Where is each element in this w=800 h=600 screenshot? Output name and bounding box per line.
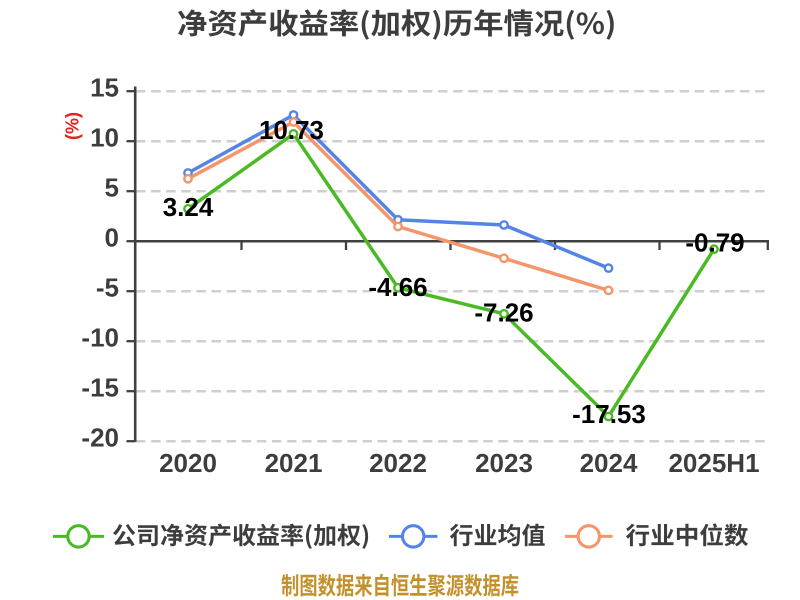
svg-text:-0.79: -0.79 [685,228,744,258]
svg-text:2025H1: 2025H1 [668,448,759,478]
svg-text:2020: 2020 [159,448,217,478]
svg-text:-4.66: -4.66 [368,272,427,302]
svg-text:2024: 2024 [580,448,638,478]
svg-text:10: 10 [90,123,119,153]
svg-text:2022: 2022 [369,448,427,478]
svg-text:-10: -10 [81,323,119,353]
svg-text:2023: 2023 [475,448,533,478]
svg-text:(%): (%) [63,112,83,140]
svg-text:15: 15 [90,73,119,103]
svg-text:-20: -20 [81,423,119,453]
svg-text:5: 5 [105,173,119,203]
svg-text:2021: 2021 [265,448,323,478]
svg-text:0: 0 [105,223,119,253]
svg-text:3.24: 3.24 [163,192,214,222]
svg-text:10.73: 10.73 [259,115,324,145]
svg-text:-7.26: -7.26 [474,298,533,328]
svg-text:-15: -15 [81,373,119,403]
svg-text:-5: -5 [96,273,119,303]
svg-text:-17.53: -17.53 [572,399,646,429]
